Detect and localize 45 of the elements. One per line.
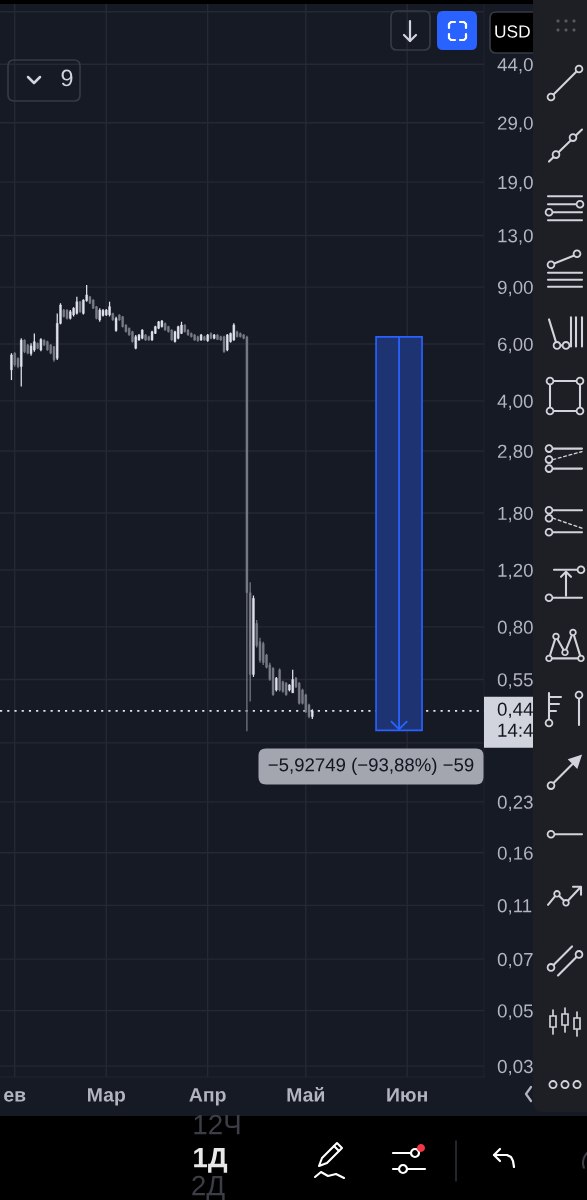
candlestick [298,681,301,706]
y-tick-label: 4,00 [497,394,533,411]
candlestick [252,594,255,678]
y-tick-label: 0,11 [497,899,532,915]
y-tick-label: 1,20 [498,563,533,580]
y-tick-label: 0,05 [497,1004,533,1020]
candlestick [180,321,183,335]
candlestick [33,332,36,353]
candlestick [46,340,49,352]
text: USD [495,25,530,38]
candlestick [10,352,13,381]
y-tick-label: 13,0 [498,229,533,245]
y-tick-label: 19,0 [498,175,533,192]
candlestick [216,333,219,341]
y-tick-label: 0,03 [497,1059,533,1076]
y-tick-label: 29,0 [498,116,533,132]
text: 2Д [192,1175,225,1200]
x-tick-label: ев [4,1091,26,1102]
y-tick-label: 0,16 [497,846,533,862]
x-tick-label: Июн [387,1088,427,1102]
y-tick-label: 0,23 [497,795,533,812]
y-tick-label: 0,80 [497,620,533,637]
text: 14:4 [498,723,533,737]
candlestick [23,338,26,354]
candlestick [108,301,111,318]
candlestick [144,333,147,342]
x-tick-label: Май [287,1087,325,1102]
x-tick-label: Апр [189,1088,226,1106]
annotation: −5,92749 (−93,88%) −59 [268,757,474,776]
y-tick-label: 1,80 [498,506,533,523]
ref-line-label: 0,44 [497,702,533,719]
y-tick-label: 2,80 [498,444,533,461]
text: 1Д [194,1148,228,1173]
y-tick-label: 6,00 [498,337,533,354]
candlestick [193,333,196,342]
y-tick-label: 0,07 [497,952,533,969]
y-tick-label: 9,00 [497,280,533,297]
candlestick [131,330,134,344]
y-tick-label: 0,55 [497,673,533,689]
candlestick [262,641,265,666]
y-tick-label: 44,0 [497,57,533,74]
candlestick [288,683,291,693]
x-tick-label: Мар [88,1088,126,1106]
annotation: 9 [61,69,73,87]
text: 12Ч [194,1114,240,1135]
